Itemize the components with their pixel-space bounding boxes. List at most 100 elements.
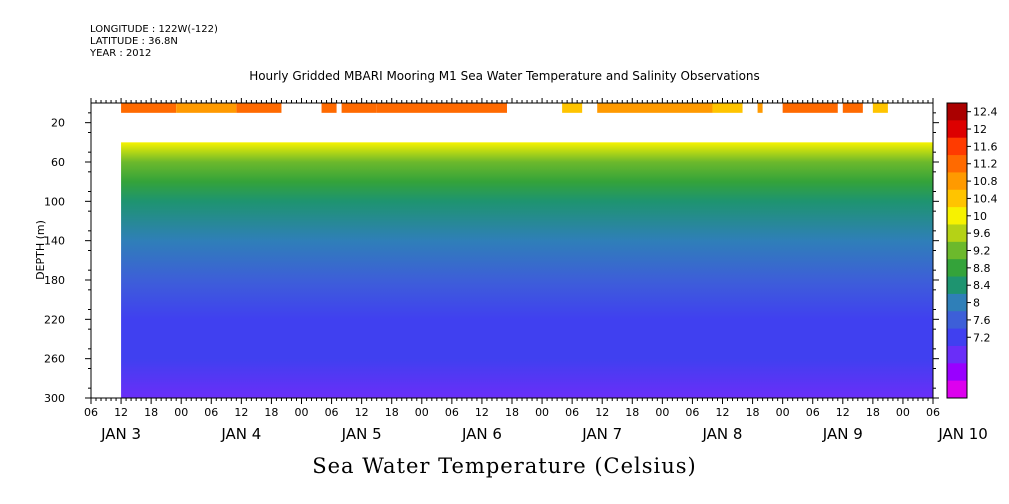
y-tick-label: 20 bbox=[51, 117, 65, 130]
colorbar-swatch bbox=[947, 241, 967, 260]
x-tick-label: 18 bbox=[264, 406, 278, 419]
x-tick-label: 06 bbox=[685, 406, 699, 419]
colorbar-tick-label: 10.4 bbox=[973, 192, 998, 205]
colorbar-swatch bbox=[947, 207, 967, 225]
x-tick-label: 12 bbox=[836, 406, 850, 419]
x-day-label: JAN 6 bbox=[461, 425, 502, 443]
x-tick-label: 00 bbox=[776, 406, 790, 419]
colorbar-tick-label: 8 bbox=[973, 297, 980, 310]
colorbar-swatch bbox=[947, 293, 967, 312]
x-day-label: JAN 7 bbox=[581, 425, 622, 443]
x-tick-label: 00 bbox=[535, 406, 549, 419]
x-tick-label: 18 bbox=[385, 406, 399, 419]
colorbar-swatch bbox=[947, 120, 967, 139]
colorbar-tick-label: 11.6 bbox=[973, 140, 998, 153]
surface-segment bbox=[782, 103, 838, 113]
surface-band bbox=[121, 103, 888, 113]
colorbar-tick-label: 7.6 bbox=[973, 314, 991, 327]
x-tick-label: 12 bbox=[114, 406, 128, 419]
chart-title: Hourly Gridded MBARI Mooring M1 Sea Wate… bbox=[249, 69, 760, 83]
x-tick-label: 00 bbox=[174, 406, 188, 419]
latitude-label: LATITUDE : 36.8N bbox=[90, 36, 178, 47]
y-tick-label: 220 bbox=[44, 313, 65, 326]
x-tick-label: 12 bbox=[595, 406, 609, 419]
surface-segment bbox=[712, 103, 743, 113]
surface-segment bbox=[376, 103, 507, 113]
colorbar-tick-label: 9.6 bbox=[973, 227, 991, 240]
colorbar-swatch bbox=[947, 328, 967, 347]
x-tick-label: 12 bbox=[234, 406, 248, 419]
surface-segment bbox=[236, 103, 282, 113]
x-tick-label: 12 bbox=[355, 406, 369, 419]
x-day-label: JAN 4 bbox=[220, 425, 261, 443]
x-tick-label: 12 bbox=[716, 406, 730, 419]
x-axis: 06 12 18 00 06 12 18 00 06 12 18 00 06 12 18 00 06 12 18 00… bbox=[84, 98, 988, 443]
x-tick-label: 06 bbox=[806, 406, 820, 419]
surface-segment bbox=[562, 103, 583, 113]
surface-segment bbox=[872, 103, 888, 113]
surface-segment bbox=[341, 103, 377, 113]
x-tick-label: 18 bbox=[746, 406, 760, 419]
colorbar-swatch bbox=[947, 276, 967, 295]
x-tick-label: 06 bbox=[204, 406, 218, 419]
colorbar-swatch bbox=[947, 363, 967, 382]
x-day-label: JAN 8 bbox=[702, 425, 743, 443]
colorbar-tick-label: 8.4 bbox=[973, 279, 991, 292]
plot-area bbox=[90, 102, 934, 399]
colorbar: 12.4 12 11.6 11.2 10.8 10.4 10 9.6 9.2 8.8 8.4 8 7.6… bbox=[946, 102, 998, 399]
y-tick-label: 260 bbox=[44, 353, 65, 366]
surface-segment bbox=[842, 103, 863, 113]
colorbar-tick-label: 11.2 bbox=[973, 158, 998, 171]
colorbar-tick-label: 12.4 bbox=[973, 106, 998, 119]
x-tick-label: 18 bbox=[866, 406, 880, 419]
x-tick-label: 00 bbox=[295, 406, 309, 419]
x-day-label: JAN 9 bbox=[822, 425, 863, 443]
x-tick-label: 00 bbox=[896, 406, 910, 419]
colorbar-swatch bbox=[947, 155, 967, 173]
year-label: YEAR : 2012 bbox=[90, 48, 152, 59]
y-tick-label: 60 bbox=[51, 156, 65, 169]
y-tick-label: 100 bbox=[44, 195, 65, 208]
x-day-label: JAN 5 bbox=[341, 425, 382, 443]
surface-segment bbox=[176, 103, 237, 113]
surface-segment bbox=[597, 103, 713, 113]
colorbar-tick-label: 7.2 bbox=[973, 331, 991, 344]
colorbar-tick-label: 9.2 bbox=[973, 245, 991, 258]
x-tick-label: 18 bbox=[505, 406, 519, 419]
y-tick-label: 140 bbox=[44, 235, 65, 248]
y-tick-label: 300 bbox=[44, 392, 65, 405]
colorbar-swatch bbox=[947, 224, 967, 243]
colorbar-tick-label: 12 bbox=[973, 123, 987, 136]
x-tick-label: 12 bbox=[475, 406, 489, 419]
colorbar-swatch bbox=[947, 380, 967, 399]
x-tick-label: 00 bbox=[655, 406, 669, 419]
colorbar-swatch bbox=[947, 103, 967, 121]
x-tick-label: 06 bbox=[84, 406, 98, 419]
x-day-label: JAN 3 bbox=[100, 425, 141, 443]
colorbar-tick-label: 10.8 bbox=[973, 175, 998, 188]
colorbar-swatch bbox=[947, 345, 967, 364]
x-tick-label: 06 bbox=[445, 406, 459, 419]
x-tick-label: 18 bbox=[144, 406, 158, 419]
longitude-label: LONGITUDE : 122W(-122) bbox=[90, 24, 218, 35]
temperature-field bbox=[121, 142, 934, 398]
colorbar-swatch bbox=[947, 311, 967, 330]
x-tick-label: 18 bbox=[625, 406, 639, 419]
colorbar-swatch bbox=[947, 137, 967, 156]
surface-segment bbox=[757, 103, 763, 113]
surface-segment bbox=[121, 103, 177, 113]
colorbar-swatch bbox=[947, 189, 967, 208]
x-tick-label: 06 bbox=[926, 406, 940, 419]
x-day-label: JAN 10 bbox=[937, 425, 988, 443]
x-tick-label: 06 bbox=[325, 406, 339, 419]
y-tick-label: 180 bbox=[44, 274, 65, 287]
colorbar-tick-label: 8.8 bbox=[973, 262, 991, 275]
colorbar-title: Sea Water Temperature (Celsius) bbox=[312, 454, 697, 478]
x-tick-label: 00 bbox=[415, 406, 429, 419]
x-tick-label: 06 bbox=[565, 406, 579, 419]
colorbar-tick-label: 10 bbox=[973, 210, 987, 223]
y-axis: 20 60 100 140 180 220 260 300 bbox=[44, 112, 939, 405]
colorbar-swatch bbox=[947, 259, 967, 278]
y-axis-label: DEPTH (m) bbox=[34, 220, 47, 280]
